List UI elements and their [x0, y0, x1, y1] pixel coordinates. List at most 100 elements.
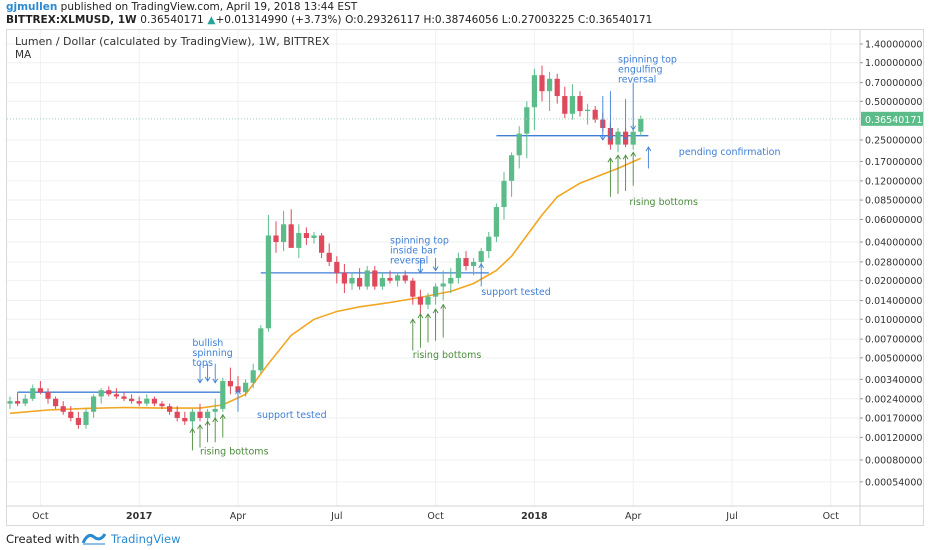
annot-spinning-engulf: reversal	[618, 75, 656, 86]
y-tick-label: 0.02000000	[865, 276, 922, 287]
quote-line: BITTREX:XLMUSD, 1W 0.36540171 ▲+0.013149…	[6, 14, 652, 26]
y-tick-label: 0.00054000	[865, 477, 922, 488]
candle-body	[243, 382, 249, 393]
candle-body	[311, 235, 317, 239]
candle-body	[273, 235, 279, 243]
candle-body	[531, 75, 537, 108]
annot-pending: pending confirmation	[679, 147, 781, 158]
annotation-arrowhead	[615, 154, 621, 160]
annot-rising-1: rising bottoms	[200, 447, 269, 458]
candle-body	[220, 381, 226, 409]
annotation-arrowhead	[432, 266, 439, 272]
candle-body	[258, 328, 264, 371]
candle-body	[471, 261, 477, 267]
annotation-arrowhead	[622, 154, 629, 160]
candle-body	[357, 277, 363, 287]
candle-body	[364, 270, 370, 287]
annot-rising-3: rising bottoms	[629, 197, 698, 208]
y-tick-label: 0.12000000	[865, 176, 922, 187]
annotation-arrowhead	[219, 413, 226, 420]
candle-body	[417, 296, 423, 305]
candle-body	[372, 270, 378, 287]
annotation-arrowhead	[478, 263, 485, 269]
candle-body	[585, 109, 591, 112]
candle-body	[22, 398, 28, 404]
chart-title: Lumen / Dollar (calculated by TradingVie…	[15, 35, 330, 48]
annot-bullish: spinning	[192, 348, 232, 359]
candle-body	[53, 398, 59, 407]
candle-body	[235, 386, 241, 393]
tradingview-logo-icon[interactable]	[82, 531, 106, 545]
candle-body	[319, 235, 325, 253]
y-tick-label: 0.70000000	[865, 78, 922, 89]
candle-body	[425, 296, 431, 305]
moving-average-line	[9, 157, 642, 415]
annot-spinning-inside: inside bar	[390, 245, 437, 256]
candle-body	[516, 133, 522, 156]
candle-body	[197, 411, 203, 418]
indicator-label: MA	[15, 49, 32, 61]
annotation-arrowhead	[607, 157, 614, 163]
x-tick-label: Jul	[330, 511, 342, 522]
candle-body	[151, 398, 157, 404]
candle-body	[250, 370, 256, 383]
annotation-arrowhead	[197, 424, 203, 430]
candle-body	[402, 275, 408, 281]
y-tick-label: 0.25000000	[865, 135, 922, 146]
x-tick-label: Apr	[230, 511, 247, 522]
candle-body	[554, 78, 560, 97]
change-value: +0.01314990 (+3.73%)	[215, 14, 342, 26]
candle-body	[341, 272, 347, 284]
annot-spinning-engulf: engulfing	[618, 65, 663, 76]
candle-body	[615, 131, 621, 145]
y-tick-label: 0.04000000	[865, 238, 922, 249]
candle-body	[303, 233, 309, 239]
candle-body	[547, 78, 553, 92]
candle-body	[592, 109, 598, 120]
candlestick-chart[interactable]: 1.40000000 1.00000000 0.70000000 0.50000000…	[7, 30, 923, 525]
candle-body	[7, 401, 13, 404]
candle-body	[493, 207, 499, 237]
annotation-arrowhead	[204, 420, 211, 426]
candle-body	[15, 401, 21, 404]
candle-body	[379, 277, 385, 287]
annotation-arrowhead	[440, 303, 447, 309]
annotation-arrowhead	[409, 318, 416, 324]
x-tick-label: 2017	[126, 511, 152, 522]
y-tick-label: 0.00240000	[865, 394, 922, 405]
tradingview-brand[interactable]: TradingView	[111, 532, 181, 546]
annotation-arrowhead	[432, 308, 439, 314]
annot-bullish: bullish	[192, 338, 223, 349]
last-price: 0.36540171	[140, 14, 204, 26]
annotation-arrowhead	[189, 427, 196, 434]
last-price-tag-label: 0.36540171	[865, 115, 922, 126]
candle-body	[91, 396, 97, 412]
candle-body	[212, 408, 218, 412]
author-link[interactable]: gjmullen	[6, 1, 58, 13]
annotation-arrowhead	[417, 313, 424, 319]
symbol-label: BITTREX:XLMUSD, 1W	[6, 14, 137, 26]
annotation-arrowhead	[599, 135, 606, 141]
x-tick-label: Oct	[32, 511, 49, 522]
candle-body	[144, 398, 150, 404]
candle-body	[433, 286, 439, 297]
y-tick-label: 0.00170000	[865, 413, 922, 424]
candle-body	[30, 388, 36, 399]
candle-body	[501, 180, 507, 208]
candle-body	[106, 390, 112, 395]
candle-body	[569, 96, 575, 114]
ohlc-values: O:0.29326117 H:0.38746056 L:0.27003225 C…	[345, 14, 653, 26]
chart-area[interactable]: 1.40000000 1.00000000 0.70000000 0.50000000…	[6, 29, 924, 526]
annot-spinning-inside: spinning top	[390, 235, 449, 246]
candle-body	[167, 406, 173, 412]
y-tick-label: 0.01400000	[865, 296, 922, 307]
candle-body	[281, 224, 287, 243]
candle-body	[387, 277, 393, 281]
annot-rising-2: rising bottoms	[413, 350, 482, 361]
y-tick-label: 0.06000000	[865, 215, 922, 226]
candle-body	[326, 252, 332, 262]
candle-body	[448, 277, 454, 284]
candle-body	[227, 381, 233, 387]
candle-body	[75, 417, 81, 425]
last-price-tag	[861, 111, 923, 126]
